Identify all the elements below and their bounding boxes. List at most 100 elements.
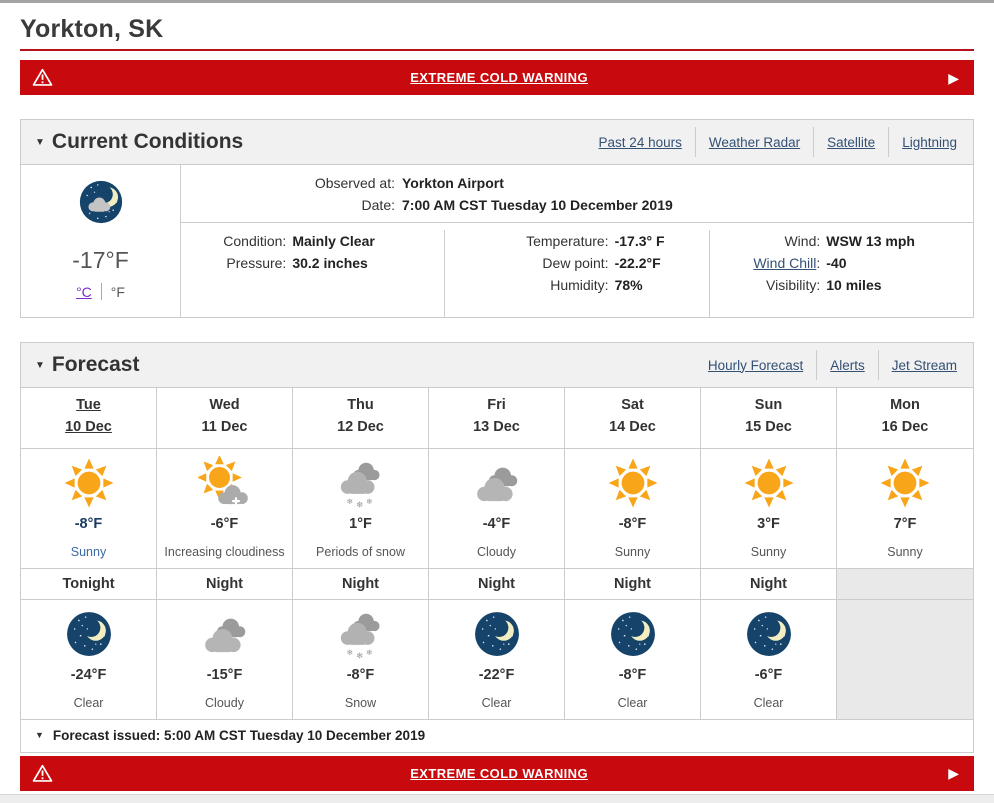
pressure-value: 30.2 inches [292, 255, 368, 271]
dew-point-row: Dew point: -22.2°F [445, 252, 708, 274]
moon-icon [429, 607, 564, 666]
day-header-thu: Thu 12 Dec [293, 388, 429, 449]
night-desc: Clear [481, 695, 512, 710]
link-satellite[interactable]: Satellite [827, 134, 876, 150]
day-forecast-sat: -8°F Sunny [565, 448, 701, 569]
observed-at-label: Observed at: [314, 175, 395, 191]
day-desc: Sunny [70, 544, 107, 559]
day-date: 14 Dec [609, 418, 656, 435]
day-forecast-tue[interactable]: -8°F Sunny [21, 448, 157, 569]
extreme-cold-warning-banner-top[interactable]: EXTREME COLD WARNING ▶ [20, 60, 974, 95]
unit-divider [100, 283, 102, 300]
sun-icon [837, 456, 973, 515]
day-header-mon: Mon 16 Dec [837, 388, 973, 449]
date-value: 7:00 AM CST Tuesday 10 December 2019 [402, 197, 673, 213]
day-desc: Increasing cloudiness [164, 544, 285, 559]
collapse-icon[interactable]: ▼ [35, 136, 45, 148]
link-alerts[interactable]: Alerts [830, 357, 865, 373]
snow-cloud-icon: ❄ ❄ ❄ [293, 607, 428, 666]
cloud-icon [157, 607, 292, 666]
temperature-value: -17.3° F [614, 233, 665, 249]
day-desc: Sunny [750, 544, 787, 559]
day-name: Thu [347, 397, 374, 413]
collapse-icon[interactable]: ▼ [35, 730, 44, 740]
chevron-right-icon: ▶ [948, 69, 959, 86]
forecast-panel: ▼ Forecast Hourly Forecast Alerts Jet St… [20, 342, 974, 753]
day-temp: 1°F [349, 515, 372, 532]
night-label: Night [749, 575, 788, 592]
day-forecast-thu: ❄ ❄ ❄ 1°F Periods of snow [293, 448, 429, 569]
night-desc: Clear [617, 695, 648, 710]
night-temp: -8°F [346, 666, 375, 683]
day-name: Sun [754, 397, 783, 413]
night-forecast-tonight: -24°F Clear [21, 599, 157, 720]
night-temp: -6°F [754, 666, 783, 683]
link-weather-radar[interactable]: Weather Radar [708, 134, 801, 150]
warning-triangle-icon [32, 68, 53, 87]
wind-row: Wind: WSW 13 mph [710, 230, 973, 252]
wind-chill-row: Wind Chill: -40 [710, 252, 973, 274]
day-header-sat: Sat 14 Dec [565, 388, 701, 449]
day-temp: -8°F [74, 515, 103, 532]
link-jet-stream[interactable]: Jet Stream [891, 357, 957, 373]
warning-banner-label[interactable]: EXTREME COLD WARNING [410, 765, 588, 781]
bottom-section-strip [0, 793, 994, 803]
day-desc: Cloudy [477, 544, 516, 559]
wind-column: Wind: WSW 13 mph Wind Chill: -40 Visibil… [708, 230, 973, 317]
day-date: 12 Dec [337, 418, 384, 435]
top-border-strip [0, 0, 994, 3]
night-header: Night [157, 568, 293, 600]
wind-chill-label: Wind Chill: [710, 255, 820, 271]
conditions-columns: Condition: Mainly Clear Pressure: 30.2 i… [181, 223, 973, 317]
day-date: 13 Dec [473, 418, 520, 435]
humidity-label: Humidity: [550, 277, 609, 293]
warning-banner-label[interactable]: EXTREME COLD WARNING [410, 70, 588, 85]
wind-label: Wind: [784, 233, 821, 249]
day-date: 10 Dec [65, 418, 112, 435]
cloud-icon [429, 456, 564, 515]
day-forecast-fri: -4°F Cloudy [429, 448, 565, 569]
snow-cloud-icon: ❄ ❄ ❄ [293, 456, 428, 515]
forecast-toggle[interactable]: ▼ Forecast [35, 353, 139, 377]
extreme-cold-warning-banner-bottom[interactable]: EXTREME COLD WARNING ▶ [20, 755, 974, 791]
collapse-icon[interactable]: ▼ [35, 359, 45, 371]
day-header-tue[interactable]: Tue 10 Dec [21, 388, 157, 449]
sun-icon [565, 456, 700, 515]
svg-text:❄: ❄ [346, 497, 352, 506]
moon-icon [701, 607, 836, 666]
wind-chill-value: -40 [826, 255, 847, 271]
current-conditions-toggle[interactable]: ▼ Current Conditions [35, 130, 243, 154]
humidity-value: 78% [614, 277, 643, 293]
day-forecast-mon: 7°F Sunny [837, 448, 973, 569]
moon-icon [21, 607, 156, 666]
night-header: Night [701, 568, 837, 600]
link-hourly-forecast[interactable]: Hourly Forecast [707, 357, 804, 373]
warning-triangle-icon [32, 764, 53, 783]
forecast-table: Tue 10 Dec Wed 11 Dec Thu 12 Dec Fri 13 Dec … [21, 388, 973, 720]
current-conditions-links: Past 24 hours Weather Radar Satellite Li… [587, 120, 973, 164]
current-conditions-panel: ▼ Current Conditions Past 24 hours Weath… [20, 119, 974, 318]
night-desc: Clear [73, 695, 104, 710]
night-forecast-thu: ❄ ❄ ❄ -8°F Snow [293, 599, 429, 720]
forecast-issued-row[interactable]: ▼ Forecast issued: 5:00 AM CST Tuesday 1… [21, 720, 973, 752]
condition-row: Condition: Mainly Clear [181, 230, 444, 252]
sun-cloud-plus-icon [157, 454, 292, 515]
svg-text:❄: ❄ [366, 648, 372, 657]
temperature-row: Temperature: -17.3° F [445, 230, 708, 252]
date-label: Date: [361, 197, 395, 213]
day-name: Mon [890, 397, 920, 413]
celsius-link[interactable]: °C [76, 283, 92, 300]
observed-at-value: Yorkton Airport [402, 175, 504, 191]
night-label: Night [613, 575, 652, 592]
day-forecast-wed: -6°F Increasing cloudiness [157, 448, 293, 569]
link-past-24-hours[interactable]: Past 24 hours [598, 134, 682, 150]
link-lightning[interactable]: Lightning [902, 134, 957, 150]
day-name: Tue [76, 397, 101, 413]
day-temp: -8°F [618, 515, 647, 532]
link-divider [888, 127, 890, 157]
day-desc: Sunny [887, 544, 923, 559]
day-desc: Sunny [614, 544, 651, 559]
day-name: Fri [487, 397, 506, 413]
link-divider [816, 350, 818, 380]
wind-chill-link[interactable]: Wind Chill [753, 255, 817, 271]
